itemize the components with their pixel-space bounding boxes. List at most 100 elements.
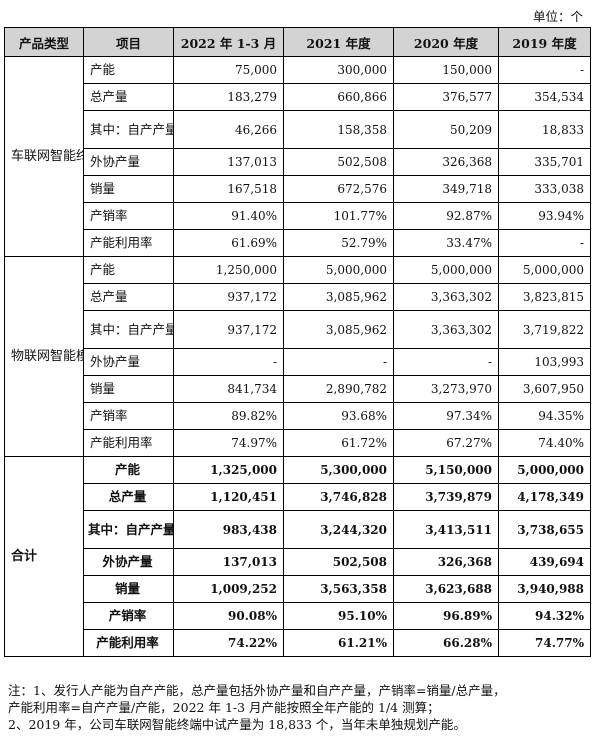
table-row: 外协产量 137,013 502,508 326,368 335,701: [5, 148, 591, 176]
header-item: 项目: [83, 27, 174, 57]
table-row: 外协产量 137,013 502,508 326,368 439,694: [5, 548, 591, 576]
value-cell: 3,244,320: [283, 510, 394, 549]
item-cell: 其中：自产产量: [83, 310, 174, 349]
value-cell: 349,718: [393, 175, 499, 203]
value-cell: 1,325,000: [173, 456, 284, 484]
capacity-table: 产品类型 项目 2022 年 1-3 月 2021 年度 2020 年度 201…: [4, 27, 591, 657]
value-cell: 3,746,828: [283, 483, 394, 511]
value-cell: 300,000: [283, 56, 394, 84]
value-cell: 3,413,511: [393, 510, 499, 549]
value-cell: 502,508: [283, 148, 394, 176]
value-cell: 61.21%: [283, 629, 394, 657]
value-cell: 3,739,879: [393, 483, 499, 511]
value-cell: 94.35%: [498, 402, 591, 430]
value-cell: 326,368: [393, 548, 499, 576]
table-row: 产销率 89.82% 93.68% 97.34% 94.35%: [5, 402, 591, 430]
value-cell: 97.34%: [393, 402, 499, 430]
value-cell: 3,738,655: [498, 510, 591, 549]
item-cell: 销量: [83, 375, 174, 403]
item-cell: 产能利用率: [83, 429, 174, 457]
product-type-cell: 物联网智能模组: [4, 256, 84, 457]
value-cell: 3,823,815: [498, 283, 591, 311]
value-cell: 96.89%: [393, 602, 499, 630]
item-cell: 产能: [83, 456, 174, 484]
item-cell: 其中：自产产量: [83, 510, 174, 549]
footnotes: 注：1、发行人产能为自产产能，总产量包括外协产量和自产产量，产销率=销量/总产量…: [8, 682, 588, 733]
value-cell: 5,000,000: [283, 256, 394, 284]
value-cell: 439,694: [498, 548, 591, 576]
item-cell: 产能利用率: [83, 629, 174, 657]
item-cell: 产能: [83, 56, 174, 84]
value-cell: 61.69%: [173, 229, 284, 257]
value-cell: 46,266: [173, 110, 284, 149]
item-cell: 产销率: [83, 602, 174, 630]
value-cell: 354,534: [498, 83, 591, 111]
value-cell: 74.77%: [498, 629, 591, 657]
table-row: 产销率 90.08% 95.10% 96.89% 94.32%: [5, 602, 591, 630]
value-cell: 660,866: [283, 83, 394, 111]
product-type-cell: 合计: [4, 456, 84, 657]
value-cell: 74.40%: [498, 429, 591, 457]
value-cell: 74.22%: [173, 629, 284, 657]
value-cell: 983,438: [173, 510, 284, 549]
value-cell: -: [498, 56, 591, 84]
value-cell: 3,363,302: [393, 283, 499, 311]
value-cell: -: [393, 348, 499, 376]
value-cell: 3,623,688: [393, 575, 499, 603]
footnote-line: 2、2019 年，公司车联网智能终端中试产量为 18,833 个，当年未单独规划…: [8, 717, 466, 732]
value-cell: 1,009,252: [173, 575, 284, 603]
table-row: 总产量 1,120,451 3,746,828 3,739,879 4,178,349: [5, 483, 591, 511]
value-cell: 94.32%: [498, 602, 591, 630]
table-row: 产能利用率 74.97% 61.72% 67.27% 74.40%: [5, 429, 591, 457]
table-row: 产能利用率 61.69% 52.79% 33.47% -: [5, 229, 591, 257]
value-cell: -: [173, 348, 284, 376]
value-cell: 3,563,358: [283, 575, 394, 603]
value-cell: -: [283, 348, 394, 376]
value-cell: 183,279: [173, 83, 284, 111]
value-cell: 3,363,302: [393, 310, 499, 349]
value-cell: 1,120,451: [173, 483, 284, 511]
value-cell: 3,607,950: [498, 375, 591, 403]
table-row: 其中：自产产量 983,438 3,244,320 3,413,511 3,738,65…: [5, 510, 591, 549]
value-cell: 52.79%: [283, 229, 394, 257]
value-cell: 66.28%: [393, 629, 499, 657]
header-2022q1: 2022 年 1-3 月: [173, 27, 284, 57]
item-cell: 其中：自产产量: [83, 110, 174, 149]
value-cell: 101.77%: [283, 202, 394, 230]
value-cell: 103,993: [498, 348, 591, 376]
value-cell: 937,172: [173, 310, 284, 349]
header-2021: 2021 年度: [283, 27, 394, 57]
value-cell: 95.10%: [283, 602, 394, 630]
value-cell: 5,000,000: [498, 256, 591, 284]
value-cell: 3,085,962: [283, 283, 394, 311]
value-cell: 137,013: [173, 148, 284, 176]
value-cell: 3,273,970: [393, 375, 499, 403]
value-cell: 3,085,962: [283, 310, 394, 349]
footnote-line: 产能利用率=自产产量/产能，2022 年 1-3 月产能按照全年产能的 1/4 …: [8, 700, 440, 715]
value-cell: 167,518: [173, 175, 284, 203]
value-cell: 2,890,782: [283, 375, 394, 403]
value-cell: 74.97%: [173, 429, 284, 457]
item-cell: 外协产量: [83, 148, 174, 176]
item-cell: 总产量: [83, 83, 174, 111]
table-row: 销量 841,734 2,890,782 3,273,970 3,607,950: [5, 375, 591, 403]
table-row: 产销率 91.40% 101.77% 92.87% 93.94%: [5, 202, 591, 230]
item-cell: 产销率: [83, 402, 174, 430]
value-cell: -: [498, 229, 591, 257]
header-2020: 2020 年度: [393, 27, 499, 57]
value-cell: 3,940,988: [498, 575, 591, 603]
table-row: 销量 1,009,252 3,563,358 3,623,688 3,940,988: [5, 575, 591, 603]
value-cell: 150,000: [393, 56, 499, 84]
table-header-row: 产品类型 项目 2022 年 1-3 月 2021 年度 2020 年度 201…: [4, 27, 591, 57]
item-cell: 总产量: [83, 483, 174, 511]
header-2019: 2019 年度: [498, 27, 591, 57]
table-row: 合计 产能 1,325,000 5,300,000 5,150,000 5,000,000: [4, 456, 591, 657]
value-cell: 89.82%: [173, 402, 284, 430]
item-cell: 销量: [83, 175, 174, 203]
table-row: 物联网智能模组产能1,250,0005,000,0005,000,0005,00…: [4, 256, 591, 457]
value-cell: 3,719,822: [498, 310, 591, 349]
unit-label: 单位：个: [532, 9, 583, 24]
table-row: 总产量 937,172 3,085,962 3,363,302 3,823,815: [5, 283, 591, 311]
value-cell: 502,508: [283, 548, 394, 576]
